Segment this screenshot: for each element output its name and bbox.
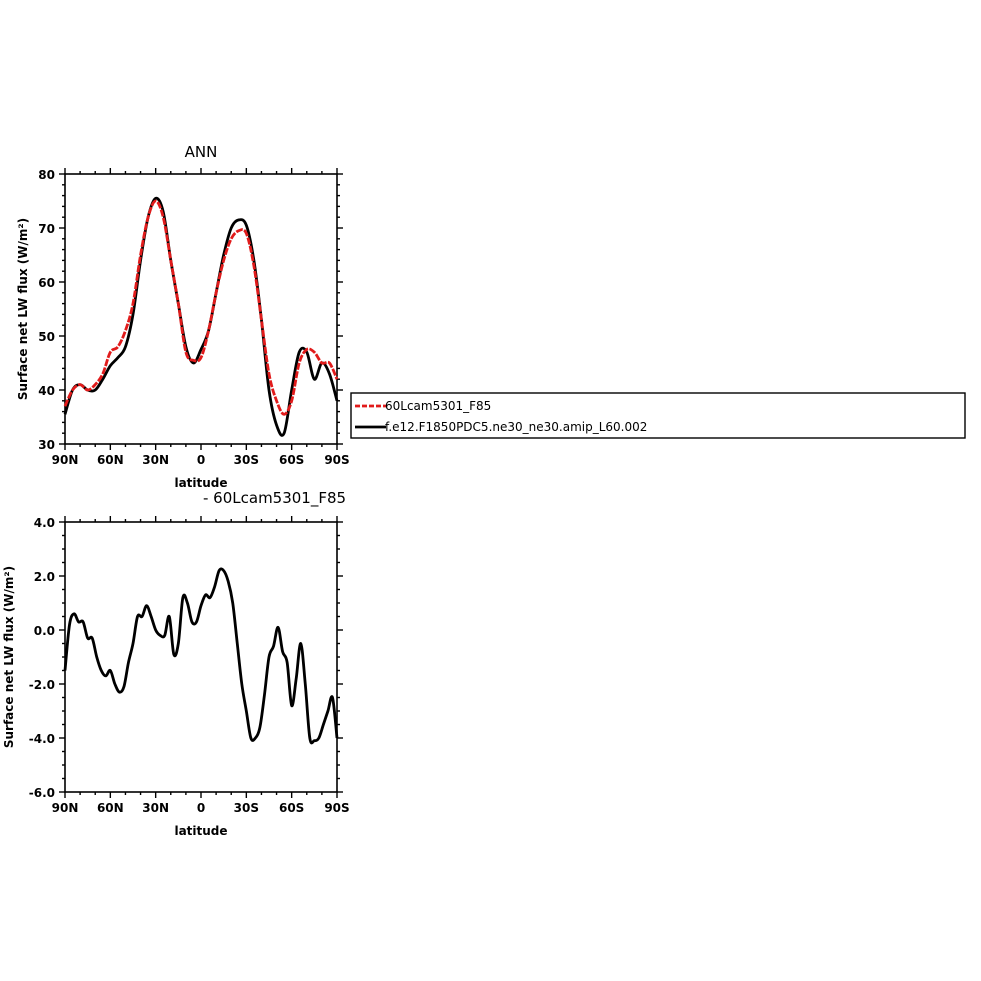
top-plot-frame: [64, 173, 338, 445]
bottom-title: - 60Lcam5301_F85: [203, 489, 346, 508]
bot-x-tick-label: 30S: [234, 801, 259, 815]
top-y-tick-label: 30: [38, 438, 55, 452]
top-x-tick-label: 0: [197, 453, 205, 467]
bottom-y-tick-labels: 4.0 2.0 0.0 -2.0 -4.0 -6.0: [29, 516, 55, 800]
bot-y-tick-label: -6.0: [29, 786, 55, 800]
top-x-tick-label: 30S: [234, 453, 259, 467]
top-x-tick-label: 90S: [324, 453, 349, 467]
top-x-tick-label: 60S: [279, 453, 304, 467]
top-x-tick-labels: 90N 60N 30N 0 30S 60S 90S: [52, 453, 350, 467]
top-series-line-2: [63, 196, 339, 437]
top-series-group: [63, 196, 339, 437]
bottom-x-axis-label: latitude: [174, 824, 227, 838]
bot-y-tick-label: 2.0: [34, 570, 55, 584]
bot-x-tick-label: 60N: [97, 801, 124, 815]
bottom-series-group: [63, 567, 339, 745]
top-x-tick-label: 60N: [97, 453, 124, 467]
bot-y-tick-label: 0.0: [34, 624, 55, 638]
bot-y-tick-label: 4.0: [34, 516, 55, 530]
bottom-plot-frame: [64, 521, 338, 793]
bot-y-tick-label: -4.0: [29, 732, 55, 746]
bot-x-tick-label: 0: [197, 801, 205, 815]
top-ticks: [59, 168, 343, 450]
top-y-tick-label: 70: [38, 222, 55, 236]
bot-x-tick-label: 60S: [279, 801, 304, 815]
bottom-x-tick-labels: 90N 60N 30N 0 30S 60S 90S: [52, 801, 350, 815]
legend-label-1: 60Lcam5301_F85: [385, 399, 491, 413]
legend-label-2: f.e12.F1850PDC5.ne30_ne30.amip_L60.002: [385, 420, 647, 434]
top-x-tick-label: 90N: [52, 453, 79, 467]
top-y-tick-label: 50: [38, 330, 55, 344]
bot-y-tick-label: -2.0: [29, 678, 55, 692]
legend-box: [350, 392, 966, 439]
bot-series-line-1: [63, 567, 339, 745]
top-panel: ANN 90N 60N 30N 0 30S 60S 90S 30 40 50 60 70 80 lat…: [16, 143, 350, 490]
top-x-tick-label: 30N: [142, 453, 169, 467]
top-y-tick-label: 40: [38, 384, 55, 398]
top-y-tick-labels: 30 40 50 60 70 80: [38, 168, 55, 452]
top-y-tick-label: 60: [38, 276, 55, 290]
top-x-axis-label: latitude: [174, 476, 227, 490]
bot-x-tick-label: 90N: [52, 801, 79, 815]
top-title: ANN: [185, 143, 218, 161]
bottom-y-axis-label: Surface net LW flux (W/m²): [2, 566, 16, 748]
top-y-axis-label: Surface net LW flux (W/m²): [16, 218, 30, 400]
bottom-ticks: [59, 516, 343, 798]
legend: 60Lcam5301_F85 f.e12.F1850PDC5.ne30_ne30…: [350, 392, 966, 439]
bot-x-tick-label: 30N: [142, 801, 169, 815]
top-y-tick-label: 80: [38, 168, 55, 182]
top-series-line-1: [63, 199, 339, 416]
bottom-panel: - 60Lcam5301_F85 90N 60N 30N 0 30S 60S 90S 4.0…: [2, 489, 350, 838]
bot-x-tick-label: 90S: [324, 801, 349, 815]
